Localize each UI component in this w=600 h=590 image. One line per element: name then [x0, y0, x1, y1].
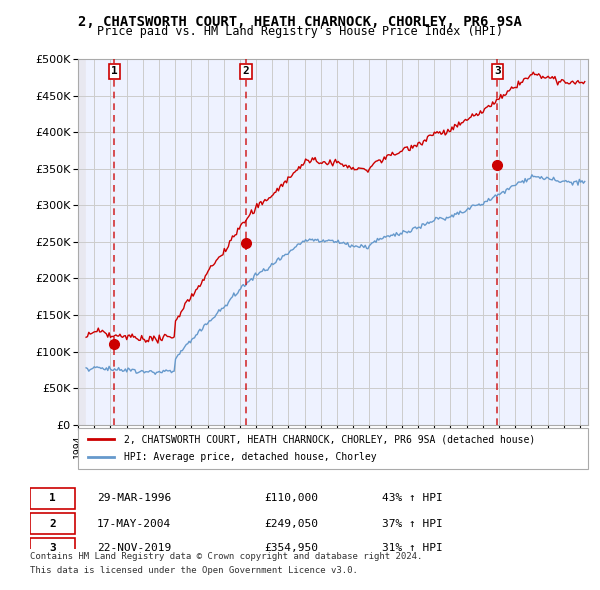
Text: 29-MAR-1996: 29-MAR-1996: [97, 493, 171, 503]
FancyBboxPatch shape: [30, 488, 74, 509]
Text: £249,050: £249,050: [265, 519, 319, 529]
Bar: [78, 59, 86, 425]
Text: 3: 3: [494, 66, 501, 76]
Text: 2: 2: [49, 519, 56, 529]
FancyBboxPatch shape: [30, 513, 74, 534]
Text: 22-NOV-2019: 22-NOV-2019: [97, 543, 171, 553]
Bar: [78, 59, 86, 425]
Bar: [86, 59, 588, 425]
Text: £354,950: £354,950: [265, 543, 319, 553]
Text: Price paid vs. HM Land Registry's House Price Index (HPI): Price paid vs. HM Land Registry's House …: [97, 25, 503, 38]
Text: 17-MAY-2004: 17-MAY-2004: [97, 519, 171, 529]
Text: 1: 1: [111, 66, 118, 76]
Text: 2: 2: [242, 66, 250, 76]
Text: Contains HM Land Registry data © Crown copyright and database right 2024.: Contains HM Land Registry data © Crown c…: [30, 552, 422, 560]
FancyBboxPatch shape: [78, 428, 588, 469]
Text: £110,000: £110,000: [265, 493, 319, 503]
Text: 3: 3: [49, 543, 56, 553]
Text: This data is licensed under the Open Government Licence v3.0.: This data is licensed under the Open Gov…: [30, 566, 358, 575]
Text: 37% ↑ HPI: 37% ↑ HPI: [382, 519, 442, 529]
Text: 43% ↑ HPI: 43% ↑ HPI: [382, 493, 442, 503]
Text: 2, CHATSWORTH COURT, HEATH CHARNOCK, CHORLEY, PR6 9SA: 2, CHATSWORTH COURT, HEATH CHARNOCK, CHO…: [78, 15, 522, 29]
Text: HPI: Average price, detached house, Chorley: HPI: Average price, detached house, Chor…: [124, 453, 377, 463]
Text: 31% ↑ HPI: 31% ↑ HPI: [382, 543, 442, 553]
Text: 1: 1: [49, 493, 56, 503]
FancyBboxPatch shape: [30, 538, 74, 559]
Text: 2, CHATSWORTH COURT, HEATH CHARNOCK, CHORLEY, PR6 9SA (detached house): 2, CHATSWORTH COURT, HEATH CHARNOCK, CHO…: [124, 434, 535, 444]
